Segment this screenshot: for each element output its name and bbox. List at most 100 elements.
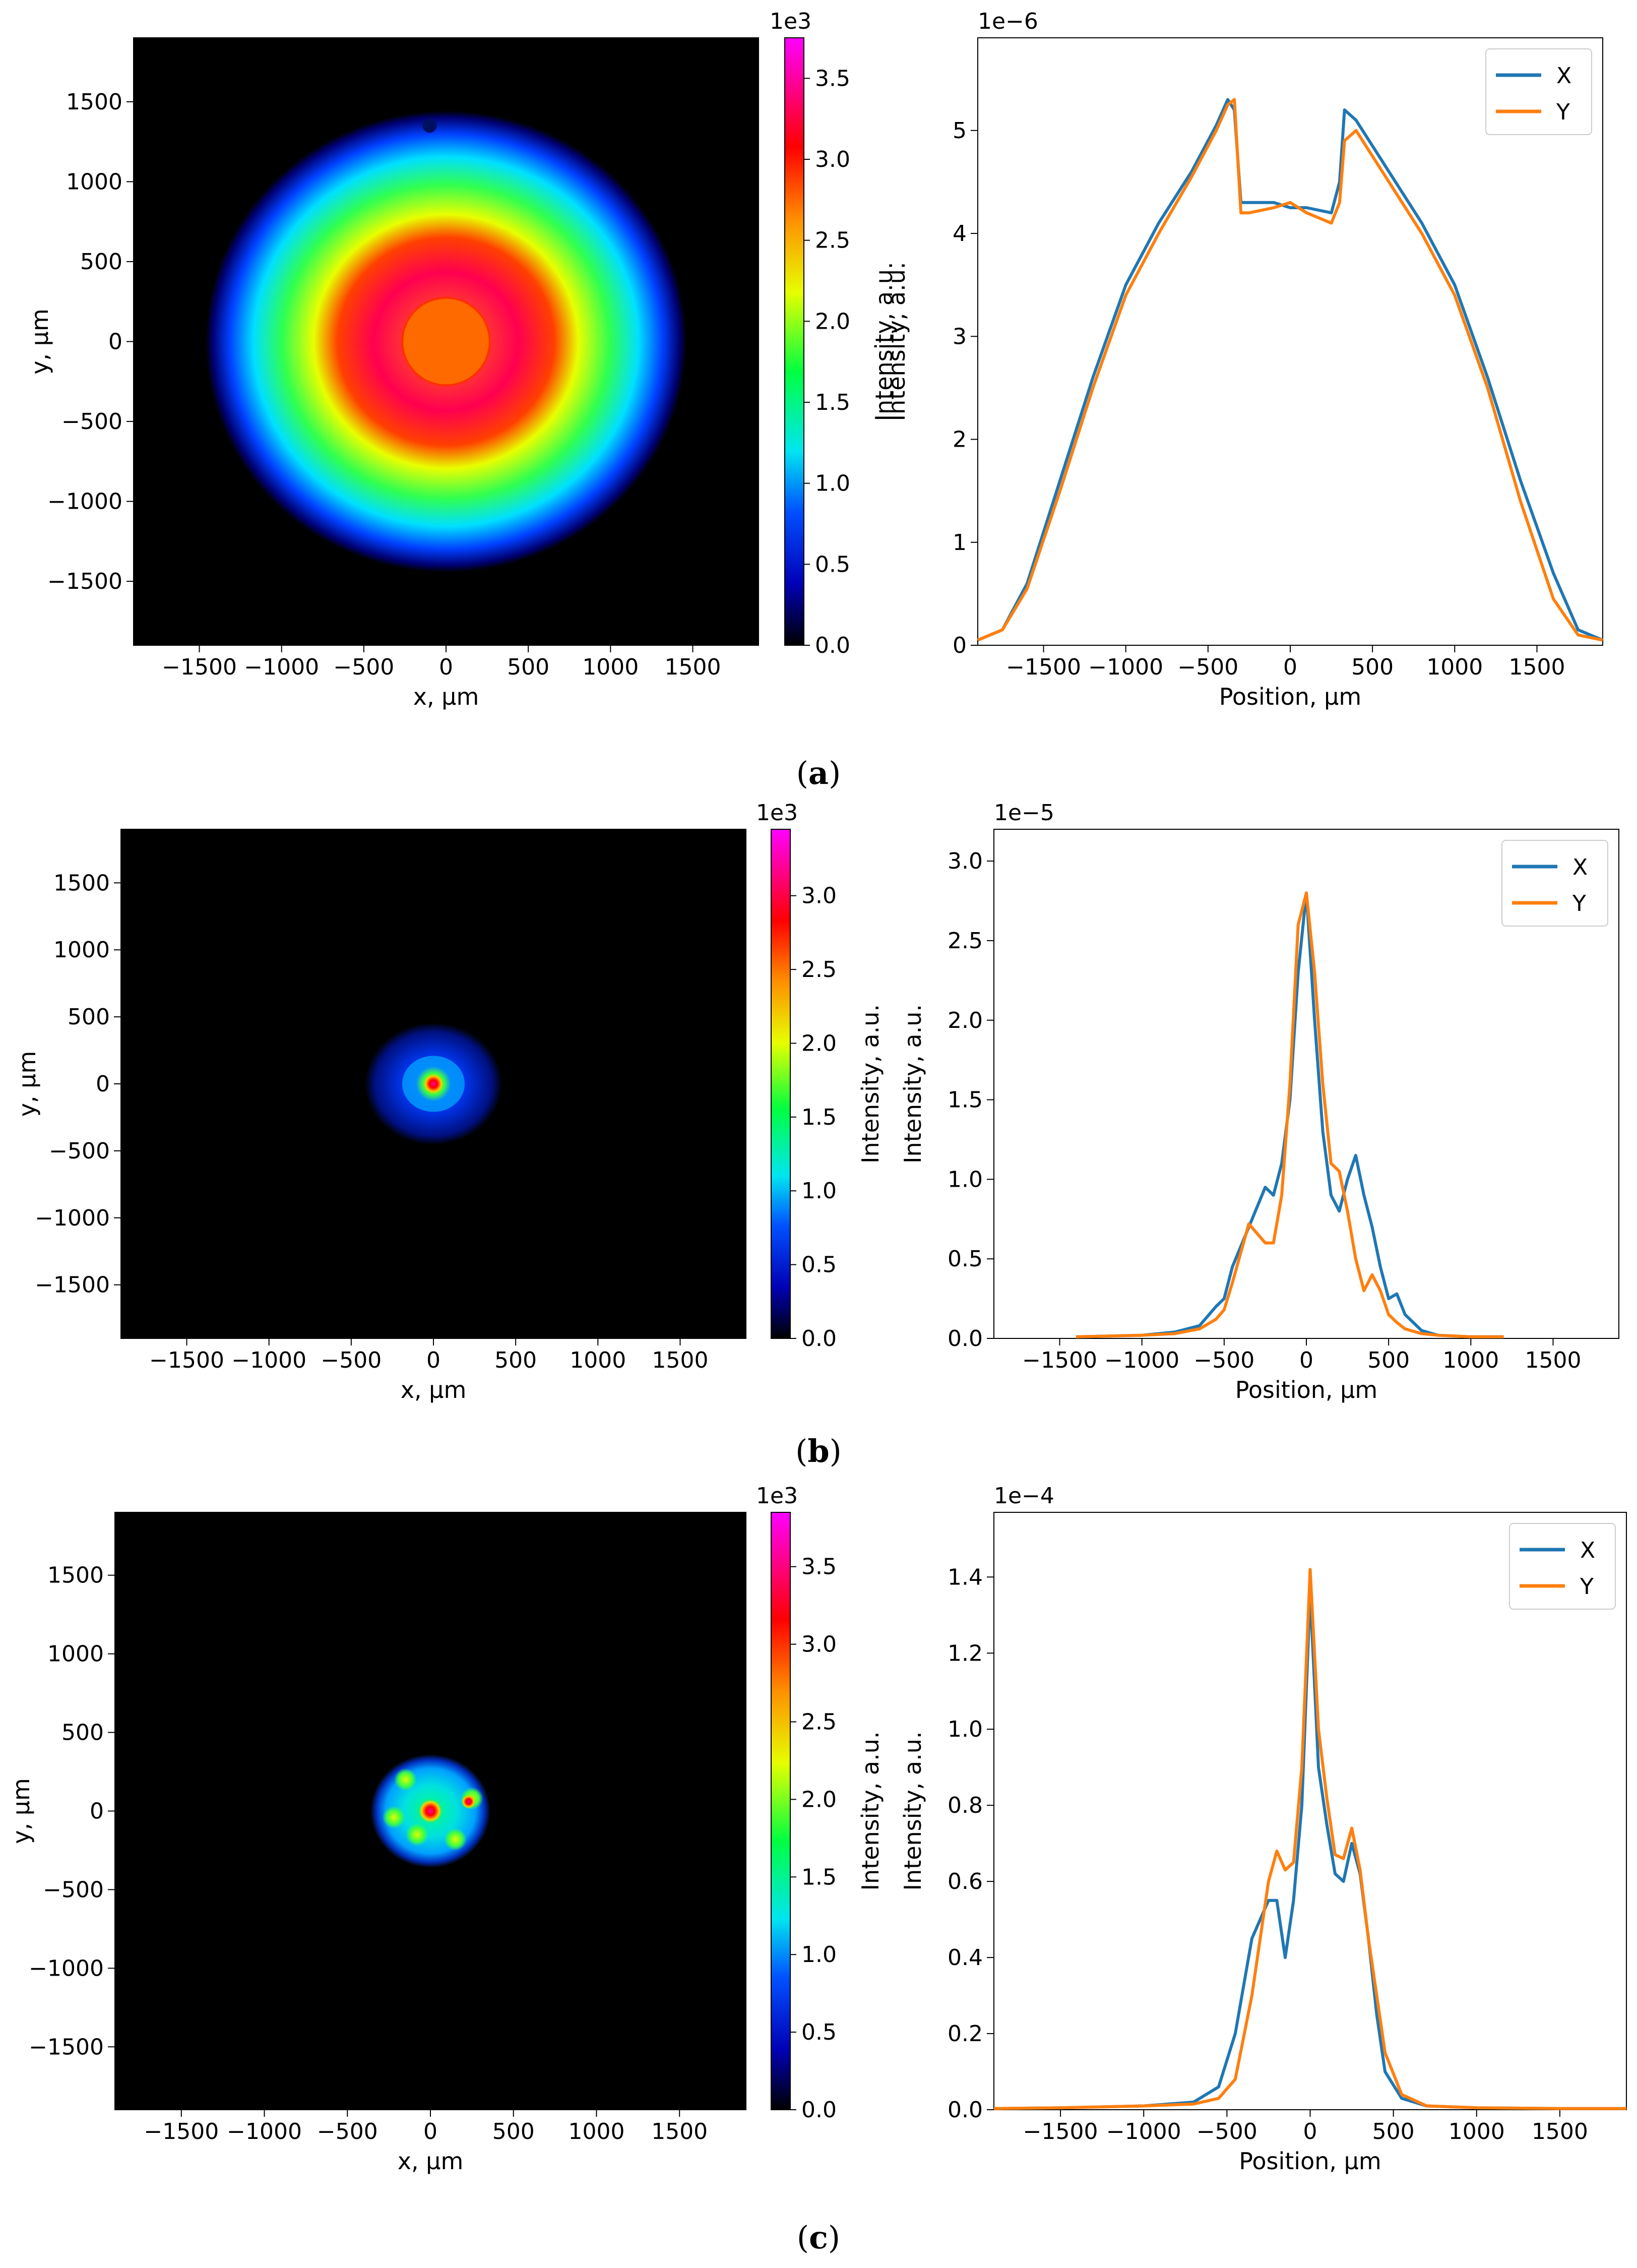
y-tick-label: 3 [953, 324, 967, 349]
map-y-tick-label: 500 [61, 1720, 104, 1746]
colorbar-tick-label: 2.0 [815, 309, 850, 334]
map-x-label: x, μm [398, 2148, 464, 2175]
x-tick-label: 1000 [1449, 2119, 1505, 2144]
map-y-tick-label: −1000 [47, 489, 122, 515]
panel-caption-letter: b [807, 1433, 829, 1469]
profile-chart: −1500 −1000 −500 0 500 1000 1500 0.0 0.2 0.4 0.6 0.… [899, 1483, 1627, 2175]
legend-box [1501, 840, 1608, 927]
map-x-tick-label: 1500 [651, 2119, 708, 2144]
colorbar-tick-label: 1.0 [815, 471, 850, 497]
map-x-tick-label: 1500 [664, 654, 721, 680]
colorbar-tick-label: 3.0 [801, 1632, 837, 1658]
x-tick-label: −500 [1177, 654, 1238, 680]
beam-hotspot [422, 1072, 445, 1095]
y-tick-label: 2.5 [948, 928, 983, 954]
y-tick-label: 0.5 [948, 1246, 983, 1272]
beam-lobe [394, 1768, 417, 1791]
map-y-tick-label: −500 [49, 1138, 110, 1164]
map-y-tick-label: 1500 [47, 1563, 104, 1588]
x-tick-label: 500 [1372, 2119, 1415, 2144]
x-tick-label: 500 [1351, 654, 1394, 680]
legend-box [1509, 1523, 1616, 1610]
map-x-tick-label: 1000 [568, 2119, 624, 2144]
beam-map-medium: −1500 −1000 −500 0 500 1000 1500 1500 1000 500 0 −5… [8, 1512, 746, 2175]
map-y-tick-label: −500 [43, 1877, 104, 1903]
map-x-tick-label: 0 [426, 1347, 440, 1373]
legend-label-x: X [1580, 1538, 1595, 1563]
legend-label-y: Y [1572, 891, 1586, 916]
map-y-tick-label: −1000 [29, 1955, 104, 1981]
beam-hotspot [417, 1798, 444, 1824]
map-x-tick-label: 500 [494, 1347, 537, 1373]
map-y-label: y, μm [14, 1051, 41, 1117]
map-x-tick-label: −1000 [227, 2119, 302, 2144]
beam-lobe-hot [461, 1794, 476, 1809]
y-axis-label: Intensity, a.u. [899, 1731, 926, 1890]
y-tick-label: 4 [953, 221, 967, 247]
x-tick-label: −1000 [1104, 1347, 1179, 1373]
legend: XY [1509, 1523, 1616, 1610]
x-tick-label: −1000 [1088, 654, 1163, 680]
colorbar-tick-label: 2.5 [815, 228, 850, 254]
map-y-label: y, μm [8, 1778, 35, 1844]
beam-defect [422, 118, 437, 133]
x-tick-label: 0 [1283, 654, 1297, 680]
y-multiplier: 1e−5 [994, 800, 1054, 826]
colorbar-label: Intensity, a.u. [857, 1731, 884, 1890]
colorbar-multiplier: 1e3 [770, 9, 811, 34]
beam-core [401, 296, 491, 387]
series-line-y [977, 98, 1603, 642]
map-x-label: x, μm [401, 1376, 467, 1403]
map-y-tick-label: −500 [61, 409, 122, 435]
y-tick-label: 1 [953, 530, 967, 556]
colorbar-tick-label: 0.0 [801, 2097, 837, 2123]
map-x-tick-label: 1000 [570, 1347, 626, 1373]
colorbar-gradient [784, 37, 804, 646]
y-tick-label: 1.4 [948, 1564, 983, 1590]
y-multiplier: 1e−6 [978, 9, 1038, 34]
map-y-tick-label: −1500 [29, 2034, 104, 2060]
map-x-tick-label: −500 [321, 1347, 382, 1373]
y-tick-label: 0.0 [948, 1326, 983, 1352]
beam-lobe [444, 1828, 467, 1851]
colorbar: 0.0 0.5 1.0 1.5 2.0 2.5 3.0 1e3 Intensity, a.u. [756, 800, 884, 1352]
y-tick-label: 2.0 [948, 1008, 983, 1033]
map-y-tick-label: 1000 [47, 1641, 104, 1667]
x-tick-label: 1500 [1525, 1347, 1581, 1373]
y-tick-label: 1.0 [948, 1167, 983, 1192]
x-tick-label: 0 [1299, 1347, 1313, 1373]
x-axis-label: Position, μm [1239, 2148, 1381, 2175]
map-x-tick-label: 1000 [582, 654, 639, 680]
colorbar-tick-label: 1.5 [801, 1105, 837, 1130]
map-x-tick-label: −1000 [244, 654, 319, 680]
beam-map-small: −1500 −1000 −500 0 500 1000 1500 1500 1000 500 0 −5… [14, 829, 746, 1403]
map-x-tick-label: −1500 [144, 2119, 219, 2144]
map-y-label: y, μm [26, 309, 53, 375]
colorbar-tick-label: 3.0 [815, 147, 850, 172]
y-tick-label: 0.8 [948, 1793, 983, 1818]
legend-label-y: Y [1580, 1574, 1594, 1600]
x-tick-label: −1500 [1023, 2119, 1098, 2144]
colorbar-tick-label: 3.0 [801, 883, 837, 909]
colorbar-tick-label: 0.5 [815, 551, 850, 577]
colorbar-tick-label: 0.5 [801, 2019, 837, 2045]
x-tick-label: 1000 [1442, 1347, 1499, 1373]
plot-frame [977, 37, 1603, 646]
colorbar-tick-label: 0.5 [801, 1252, 837, 1278]
panel-caption: (a) [796, 755, 841, 791]
colorbar-tick-label: 1.5 [801, 1864, 837, 1890]
map-x-tick-label: −1500 [162, 654, 237, 680]
series-line-y [1076, 891, 1504, 1338]
map-x-tick-label: 0 [423, 2119, 437, 2144]
colorbar-tick-label: 2.0 [801, 1787, 837, 1812]
series-line-y [993, 1568, 1626, 2110]
legend-label-y: Y [1556, 99, 1570, 125]
y-tick-label: 5 [953, 118, 967, 144]
y-tick-label: 0.6 [948, 1869, 983, 1894]
colorbar-tick-label: 1.0 [801, 1178, 837, 1204]
map-y-tick-label: 0 [108, 329, 122, 355]
x-tick-label: −500 [1193, 1347, 1254, 1373]
legend: XY [1485, 48, 1592, 135]
map-x-tick-label: −1000 [231, 1347, 306, 1373]
panel-caption: (c) [797, 2219, 840, 2256]
